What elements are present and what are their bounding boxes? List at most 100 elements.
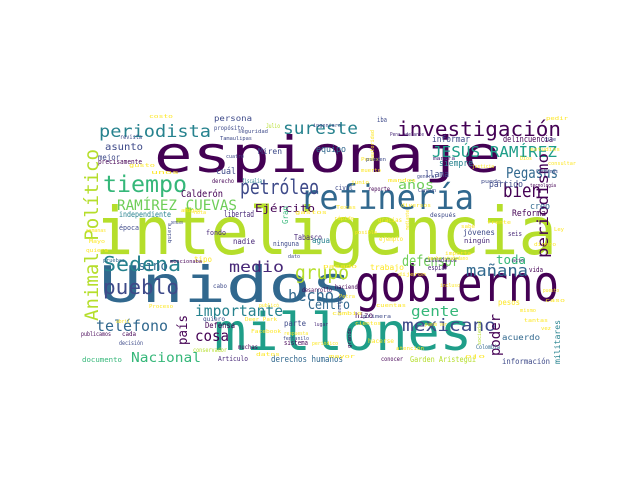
- word: pueblo: [103, 275, 179, 299]
- word: Julio: [266, 123, 280, 130]
- word: periodista: [99, 122, 211, 142]
- word: cientos: [355, 321, 381, 327]
- word: semanas: [86, 228, 106, 234]
- word: teléfono: [96, 317, 168, 335]
- word: hecho: [288, 286, 334, 305]
- word: mayor: [329, 354, 355, 360]
- word: puedo: [481, 179, 501, 185]
- word: creo: [530, 202, 550, 212]
- word: vida: [529, 266, 543, 274]
- word: vez: [541, 326, 551, 332]
- word: Texas: [336, 205, 356, 211]
- word: Calderón: [181, 188, 223, 200]
- word: documento: [82, 356, 122, 364]
- word: Colombia: [476, 344, 500, 351]
- word: pedir: [546, 116, 568, 122]
- word-cloud-words: inteligencia espionaje Unidos gobierno m…: [81, 114, 576, 366]
- word: puesto: [543, 288, 559, 294]
- word: nota: [194, 210, 206, 216]
- word: independiente: [119, 210, 171, 219]
- word: medio: [229, 258, 284, 276]
- word: quiere: [167, 223, 173, 243]
- word: militares: [553, 320, 562, 364]
- word: Petra: [339, 294, 355, 300]
- word: información: [502, 356, 550, 366]
- word: inteligencia: [95, 193, 557, 270]
- word: Gran: [281, 206, 290, 224]
- word-cloud-background: [72, 108, 568, 372]
- word: conocer: [381, 356, 403, 363]
- word: sino: [138, 259, 168, 273]
- word: derechos humanos: [271, 355, 343, 365]
- word: dinero: [534, 242, 556, 248]
- word: tipo: [194, 255, 212, 264]
- word: amigos: [181, 208, 201, 214]
- word: Pena adelante: [390, 132, 424, 138]
- word: mañana: [466, 261, 528, 280]
- word: permisos: [171, 220, 183, 226]
- word: hacerse: [368, 338, 394, 345]
- word: asunto: [105, 142, 143, 153]
- word: ojo: [465, 354, 485, 360]
- word: Tabasco: [294, 233, 322, 242]
- word: petróleo: [240, 175, 319, 199]
- word: justicia: [472, 164, 494, 170]
- word: espiar: [428, 264, 448, 272]
- word: atención: [396, 345, 424, 352]
- word: civil: [335, 184, 353, 192]
- word: Centro: [308, 298, 350, 313]
- word: grande: [347, 328, 353, 348]
- word: sureste: [283, 119, 358, 139]
- word: cabo: [213, 283, 227, 290]
- word: Animal Político: [81, 149, 103, 321]
- word: puedo ver: [425, 322, 447, 328]
- word: sabe: [461, 224, 475, 230]
- word: dijeron: [398, 272, 426, 278]
- word: diversos: [401, 203, 431, 209]
- word: conservador: [193, 347, 227, 354]
- word: pueden: [366, 157, 386, 163]
- word: Defensa: [205, 321, 235, 330]
- word: siempre: [439, 159, 473, 169]
- word: decisión: [119, 340, 143, 347]
- word: costo: [149, 114, 173, 120]
- word: hecho ciudadano: [428, 256, 468, 262]
- word: hizo: [355, 311, 373, 320]
- word: pesos: [498, 298, 520, 307]
- word: desarrollo: [302, 287, 332, 294]
- word: bien: [503, 180, 541, 202]
- word: cuatro: [226, 154, 244, 160]
- word: llama: [425, 170, 449, 180]
- word: Nacional: [131, 351, 201, 366]
- word: primera: [363, 314, 391, 320]
- word: derecho: [212, 178, 234, 185]
- word: cosa: [195, 327, 229, 345]
- word: toda: [496, 253, 526, 267]
- word: periódico: [312, 340, 338, 347]
- word: abril: [116, 319, 130, 325]
- word: ninguna: [273, 240, 299, 248]
- word: Tamaulipas: [220, 136, 252, 142]
- word: RAMÍREZ CUEVAS: [117, 197, 237, 214]
- word: millones: [214, 303, 472, 363]
- word: Mayo: [89, 239, 105, 245]
- word: Unidos: [99, 256, 353, 314]
- word: libertad: [224, 210, 254, 220]
- word: JESÚS RAMÍREZ: [432, 142, 557, 161]
- word: tiempo: [103, 172, 187, 198]
- word: años: [398, 178, 434, 192]
- word: refinería: [300, 178, 474, 218]
- word: gastos: [295, 210, 327, 216]
- word: Miren: [258, 147, 282, 156]
- word: caso: [545, 298, 565, 304]
- word: gobierno: [355, 255, 559, 313]
- word: informar: [432, 135, 470, 145]
- word: sociedad: [477, 321, 483, 345]
- word: fiscalía: [242, 178, 262, 185]
- word: publicó: [259, 302, 279, 309]
- word: posible: [355, 230, 377, 236]
- word: incluso: [440, 283, 460, 289]
- word: respuesta: [284, 331, 308, 337]
- word: Cancún: [418, 187, 436, 194]
